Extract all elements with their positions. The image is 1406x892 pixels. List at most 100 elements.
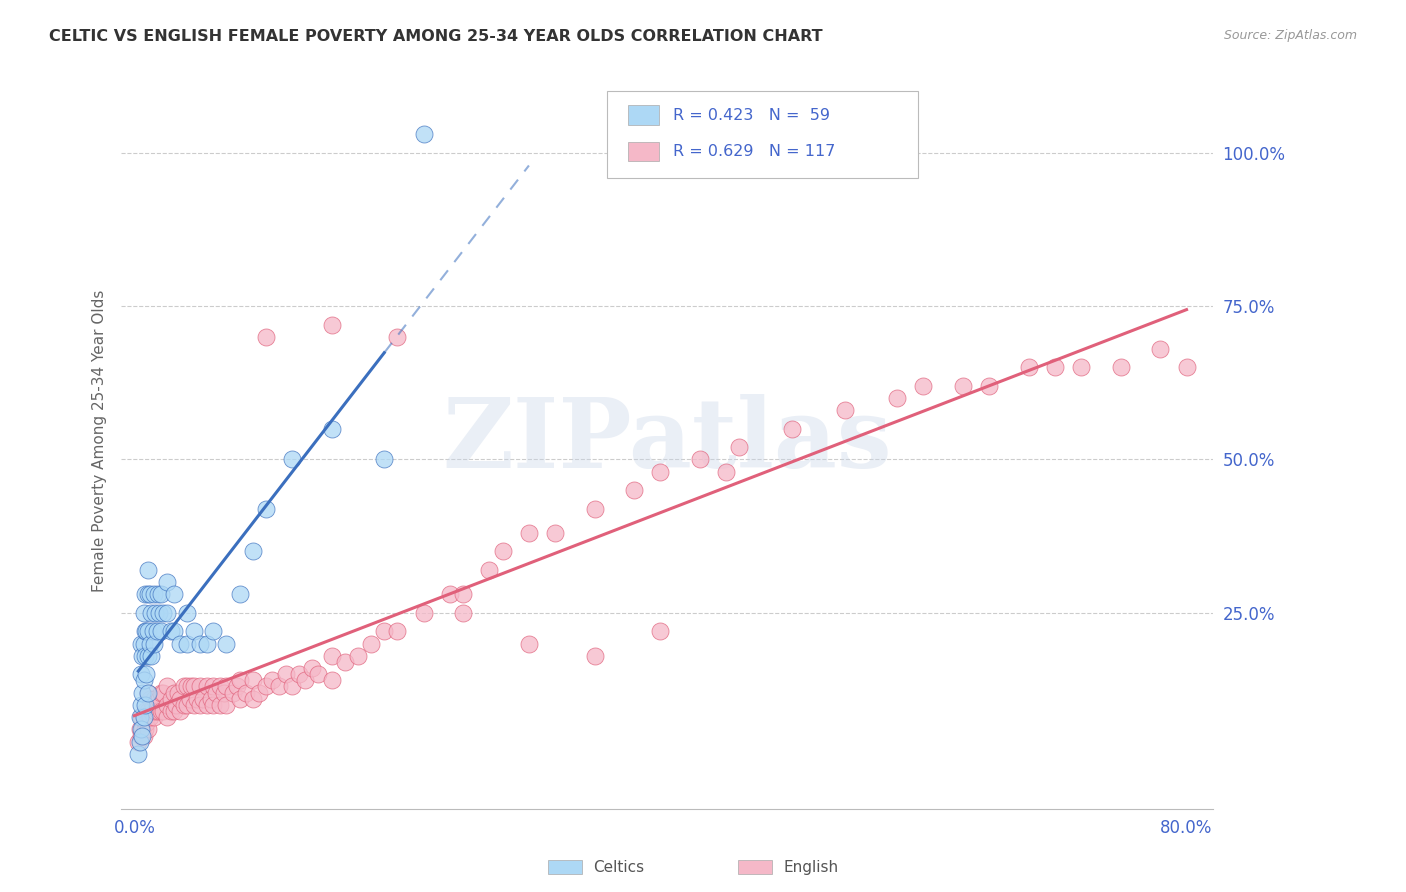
Point bbox=[152, 704, 174, 718]
Point bbox=[412, 128, 434, 142]
Point bbox=[1149, 342, 1171, 356]
Point bbox=[131, 648, 153, 663]
Point bbox=[132, 710, 155, 724]
Point bbox=[136, 685, 159, 699]
Point bbox=[242, 673, 264, 688]
Point bbox=[148, 606, 170, 620]
Point bbox=[128, 734, 150, 748]
Point bbox=[160, 691, 183, 706]
Point bbox=[132, 710, 155, 724]
Point bbox=[143, 691, 166, 706]
Point bbox=[321, 673, 343, 688]
Point bbox=[517, 526, 540, 541]
Point bbox=[583, 648, 606, 663]
Point bbox=[134, 723, 156, 737]
Point bbox=[478, 563, 501, 577]
Text: English: English bbox=[783, 860, 838, 874]
Point bbox=[139, 587, 162, 601]
Point bbox=[215, 636, 238, 650]
Point bbox=[1109, 360, 1132, 375]
Text: CELTIC VS ENGLISH FEMALE POVERTY AMONG 25-34 YEAR OLDS CORRELATION CHART: CELTIC VS ENGLISH FEMALE POVERTY AMONG 2… bbox=[49, 29, 823, 44]
Point bbox=[228, 587, 250, 601]
Point bbox=[134, 624, 156, 639]
Point bbox=[160, 704, 183, 718]
Point bbox=[183, 698, 205, 712]
Point bbox=[136, 563, 159, 577]
Point bbox=[176, 698, 198, 712]
Point bbox=[1070, 360, 1092, 375]
Point bbox=[129, 667, 152, 681]
Point bbox=[132, 606, 155, 620]
Point bbox=[129, 698, 152, 712]
Point bbox=[143, 587, 166, 601]
Point bbox=[254, 330, 277, 344]
Point bbox=[163, 624, 186, 639]
Point bbox=[131, 729, 153, 743]
Point bbox=[242, 544, 264, 558]
Point bbox=[136, 704, 159, 718]
Point bbox=[180, 680, 202, 694]
Point bbox=[202, 624, 225, 639]
Point bbox=[202, 698, 225, 712]
Point bbox=[360, 636, 382, 650]
Point bbox=[262, 673, 284, 688]
Point bbox=[235, 685, 257, 699]
Point bbox=[139, 710, 162, 724]
Point bbox=[163, 704, 186, 718]
Point bbox=[143, 710, 166, 724]
Point bbox=[228, 673, 250, 688]
Point bbox=[179, 691, 201, 706]
Point bbox=[188, 636, 211, 650]
Point bbox=[242, 691, 264, 706]
Point bbox=[195, 636, 218, 650]
Point bbox=[215, 698, 238, 712]
Point bbox=[321, 318, 343, 332]
Point bbox=[222, 685, 245, 699]
Point bbox=[134, 648, 156, 663]
Point bbox=[176, 680, 198, 694]
Text: R = 0.629   N = 117: R = 0.629 N = 117 bbox=[673, 145, 835, 159]
Text: R = 0.423   N =  59: R = 0.423 N = 59 bbox=[673, 108, 831, 122]
Point bbox=[287, 667, 309, 681]
Point bbox=[186, 691, 208, 706]
Point bbox=[412, 606, 434, 620]
Point bbox=[191, 691, 214, 706]
Point bbox=[1018, 360, 1040, 375]
Point bbox=[623, 483, 645, 497]
Point bbox=[451, 606, 474, 620]
Point bbox=[308, 667, 330, 681]
Point bbox=[142, 698, 165, 712]
Point bbox=[134, 698, 156, 712]
Point bbox=[176, 606, 198, 620]
Point bbox=[156, 710, 179, 724]
Point bbox=[544, 526, 567, 541]
Point bbox=[274, 667, 297, 681]
Point bbox=[173, 680, 195, 694]
Point bbox=[173, 698, 195, 712]
Point bbox=[347, 648, 370, 663]
Point bbox=[1043, 360, 1066, 375]
Point bbox=[166, 698, 188, 712]
Point bbox=[491, 544, 513, 558]
Point bbox=[254, 501, 277, 516]
Point bbox=[128, 710, 150, 724]
Point bbox=[200, 691, 222, 706]
Point bbox=[136, 624, 159, 639]
Point bbox=[149, 704, 172, 718]
Point bbox=[163, 587, 186, 601]
Point bbox=[202, 680, 225, 694]
Point bbox=[139, 636, 162, 650]
Point bbox=[141, 648, 163, 663]
Point bbox=[267, 680, 290, 694]
Point bbox=[132, 636, 155, 650]
Text: Source: ZipAtlas.com: Source: ZipAtlas.com bbox=[1223, 29, 1357, 42]
Point bbox=[156, 698, 179, 712]
Point bbox=[135, 667, 157, 681]
Point bbox=[169, 636, 191, 650]
Point bbox=[160, 624, 183, 639]
Point bbox=[716, 465, 738, 479]
Point bbox=[517, 636, 540, 650]
Point bbox=[689, 452, 711, 467]
Text: Celtics: Celtics bbox=[593, 860, 644, 874]
Point bbox=[143, 636, 166, 650]
